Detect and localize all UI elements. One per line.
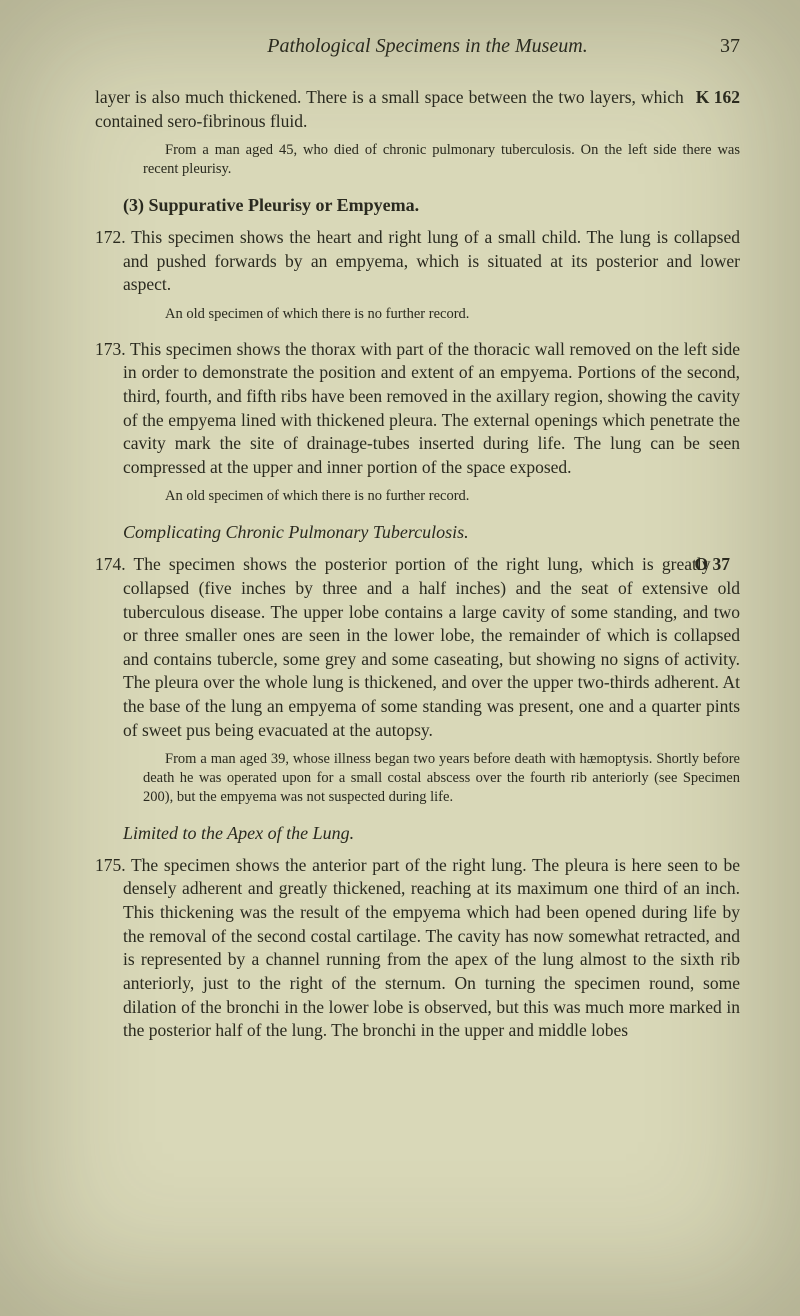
section-3-heading: (3) Suppurative Pleurisy or Empyema. — [123, 195, 740, 216]
entry-173: 173. This specimen shows the thorax with… — [95, 338, 740, 480]
page-header: Pathological Specimens in the Museum. 37 — [95, 35, 740, 58]
running-title: Pathological Specimens in the Museum. — [95, 35, 700, 58]
entry-174: O 37 174. The specimen shows the posteri… — [95, 553, 740, 742]
layer-paragraph: K 162 layer is also much thickened. Ther… — [95, 86, 740, 133]
subsection-complicating-heading: Complicating Chronic Pulmonary Tuberculo… — [123, 522, 740, 543]
layer-text: layer is also much thickened. There is a… — [95, 87, 684, 131]
subsection-limited-heading: Limited to the Apex of the Lung. — [123, 823, 740, 844]
layer-note: From a man aged 45, who died of chronic … — [143, 141, 740, 179]
page-number: 37 — [720, 35, 740, 58]
entry-172-note: An old specimen of which there is no fur… — [143, 305, 740, 324]
page-content: Pathological Specimens in the Museum. 37… — [0, 0, 800, 1089]
entry-175: 175. The specimen shows the anterior par… — [95, 854, 740, 1043]
entry-172: 172. This specimen shows the heart and r… — [95, 226, 740, 297]
specimen-label-o37: O 37 — [723, 553, 741, 577]
entry-173-note: An old specimen of which there is no fur… — [143, 487, 740, 506]
specimen-label-k162: K 162 — [696, 86, 740, 110]
entry-174-note: From a man aged 39, whose illness began … — [143, 750, 740, 807]
entry-174-text: 174. The specimen shows the posterior po… — [95, 554, 740, 739]
